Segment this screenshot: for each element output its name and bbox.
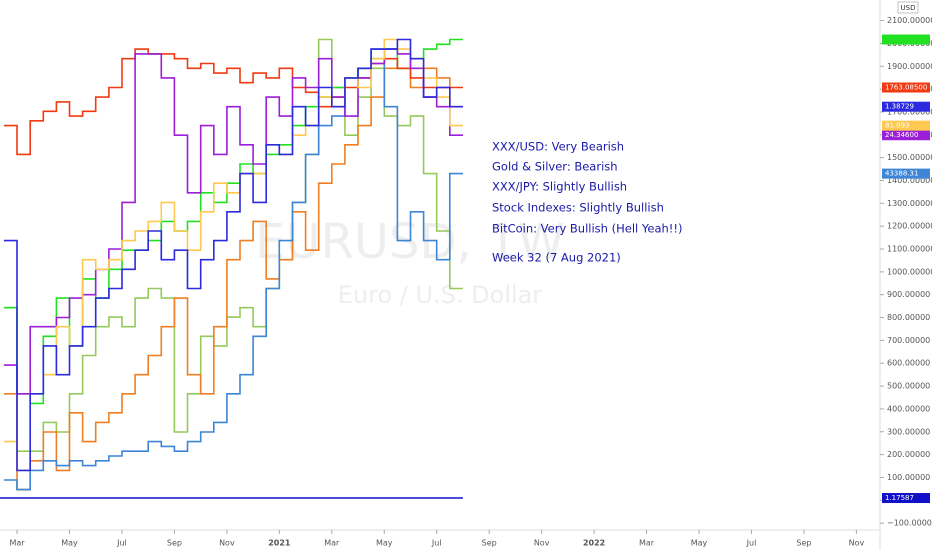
- x-tick-label: Sep: [796, 539, 811, 548]
- price-label-box: [882, 101, 930, 112]
- x-tick-label: Jul: [116, 539, 127, 548]
- x-tick-label: Nov: [219, 539, 235, 548]
- currency-box: [897, 1, 919, 14]
- y-tick-label: 1700.00000: [887, 107, 932, 116]
- price-label-box: [882, 82, 930, 93]
- y-tick-label: 700.00000: [887, 336, 930, 345]
- series-line: [3, 67, 463, 491]
- y-tick-label: 400.00000: [887, 404, 930, 413]
- x-tick-label: Sep: [167, 539, 182, 548]
- y-tick-label: 1100.00000: [887, 245, 932, 254]
- price-label-box: [882, 168, 930, 179]
- x-tick-label: Jul: [746, 539, 757, 548]
- price-label: 1.38729: [885, 103, 914, 111]
- price-label: 81.093: [885, 122, 910, 130]
- y-tick-label: 200.00000: [887, 450, 930, 459]
- y-tick-label: 1300.00000: [887, 199, 932, 208]
- x-tick-label: Mar: [10, 539, 26, 548]
- y-tick-label: 300.00000: [887, 427, 930, 436]
- y-tick-label: 2100.00000: [887, 16, 932, 25]
- x-tick-label: 2022: [583, 539, 605, 548]
- price-label-box: [882, 120, 930, 131]
- price-label: 1763.08500: [885, 83, 927, 91]
- price-label: 1.17587: [885, 494, 914, 502]
- y-tick-label: 1900.00000: [887, 62, 932, 71]
- currency: USD: [901, 4, 916, 12]
- y-tick-label: 100.00000: [887, 473, 930, 482]
- x-tick-label: May: [376, 539, 393, 548]
- series-line: [3, 38, 463, 472]
- price-label-box: [882, 34, 930, 45]
- annotation: Week 32 (7 Aug 2021): [492, 251, 621, 265]
- y-tick-label: 500.00000: [887, 382, 930, 391]
- y-tick-label: 1000.00000: [887, 267, 932, 276]
- watermark-subtitle: Euro / U.S. Dollar: [338, 281, 543, 309]
- annotation: XXX/JPY: Slightly Bullish: [492, 180, 627, 194]
- y-tick-label: 1200.00000: [887, 222, 932, 231]
- y-tick-label: −100.00000: [887, 519, 932, 528]
- series-line: [3, 38, 463, 472]
- x-tick-label: Mar: [324, 539, 340, 548]
- x-tick-label: Nov: [534, 539, 550, 548]
- annotation: BitCoin: Very Bullish (Hell Yeah!!): [492, 222, 682, 236]
- x-tick-label: Nov: [849, 539, 865, 548]
- price-label-box: [882, 130, 930, 141]
- annotation: Stock Indexes: Slightly Bullish: [492, 201, 664, 215]
- x-tick-label: Sep: [482, 539, 497, 548]
- y-tick-label: 600.00000: [887, 359, 930, 368]
- y-tick-label: 1400.00000: [887, 176, 932, 185]
- x-tick-label: Mar: [639, 539, 655, 548]
- x-tick-label: 2021: [268, 539, 291, 548]
- x-tick-label: May: [61, 539, 78, 548]
- annotation: Gold & Silver: Bearish: [492, 160, 618, 174]
- y-tick-label: 800.00000: [887, 313, 930, 322]
- price-label: 24.34600: [885, 131, 918, 139]
- x-tick-label: May: [691, 539, 708, 548]
- price-label-box: [882, 493, 930, 504]
- x-tick-label: Jul: [431, 539, 442, 548]
- series-line: [3, 48, 463, 491]
- y-tick-label: 1500.00000: [887, 153, 932, 162]
- annotation: XXX/USD: Very Bearish: [492, 140, 624, 154]
- price-label: 43388.31: [885, 170, 918, 178]
- y-tick-label: 900.00000: [887, 290, 930, 299]
